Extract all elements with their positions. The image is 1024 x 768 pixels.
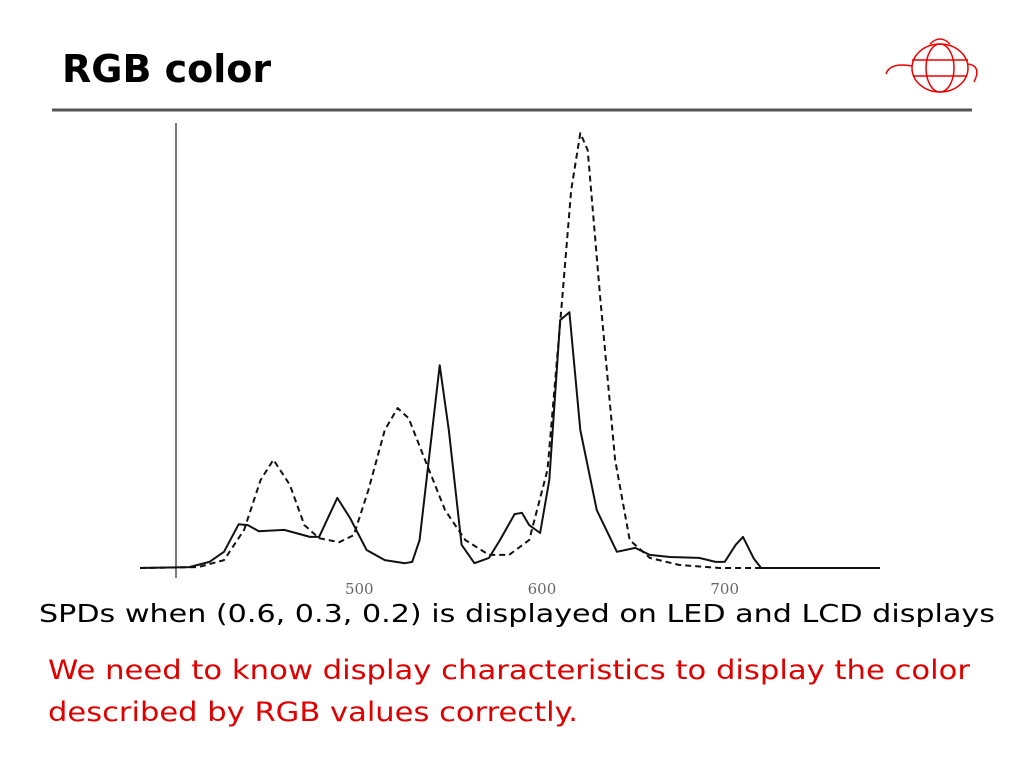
note-line: described by RGB values correctly. <box>48 697 578 728</box>
spd-line <box>139 311 880 569</box>
x-tick-label: 500 <box>345 580 374 598</box>
slide-title: RGB color <box>62 47 271 91</box>
caption: SPDs when (0.6, 0.3, 0.2) is displayed o… <box>39 599 995 628</box>
note-line: We need to know display characteristics … <box>48 655 971 686</box>
x-tick-label: 700 <box>710 580 739 598</box>
teapot-icon <box>885 38 978 93</box>
spd-line <box>139 132 880 569</box>
x-tick-label: 600 <box>528 580 557 598</box>
